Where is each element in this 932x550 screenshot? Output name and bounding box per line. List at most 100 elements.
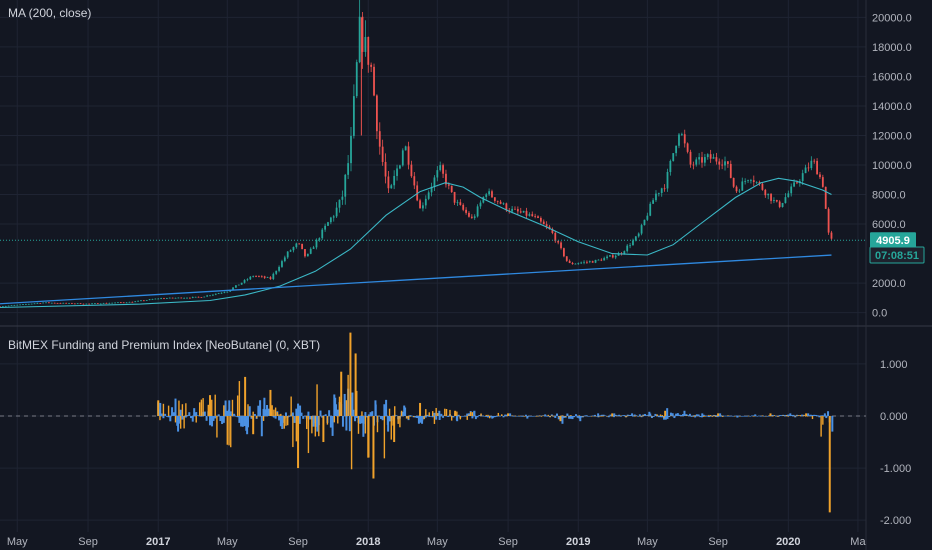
funding-bar xyxy=(579,415,582,422)
funding-bar xyxy=(721,415,724,417)
premium-bar xyxy=(640,415,643,417)
candle-body xyxy=(686,143,689,152)
premium-bar xyxy=(765,415,767,417)
funding-bar xyxy=(265,405,268,416)
indicator-pane-legend[interactable]: BitMEX Funding and Premium Index [NeoBut… xyxy=(8,338,321,352)
premium-bar xyxy=(727,415,729,416)
premium-bar xyxy=(601,415,603,417)
funding-bar xyxy=(566,413,569,416)
price-pane-legend[interactable]: MA (200, close) xyxy=(8,6,92,20)
funding-bar xyxy=(685,414,688,416)
funding-bar xyxy=(628,414,631,416)
funding-bar xyxy=(435,415,438,420)
candle-body xyxy=(203,296,206,298)
funding-bar xyxy=(666,415,669,419)
candle-body xyxy=(269,277,272,279)
funding-bar xyxy=(718,415,721,417)
candle-body xyxy=(764,189,767,196)
funding-bar xyxy=(719,413,722,416)
candle-body xyxy=(637,233,640,237)
candle-body xyxy=(79,303,82,305)
premium-bar xyxy=(174,415,177,423)
price-pane[interactable] xyxy=(0,0,866,309)
premium-bar xyxy=(747,415,750,417)
funding-bar xyxy=(807,413,810,416)
premium-bar xyxy=(734,415,736,417)
price-tick-label: 16000.0 xyxy=(872,71,912,83)
price-axis[interactable]: 20000.0 18000.0 16000.0 14000.0 12000.0 10000… xyxy=(872,12,912,319)
funding-bar xyxy=(419,415,422,423)
candle-body xyxy=(427,192,430,199)
indicator-pane[interactable] xyxy=(0,332,866,513)
indicator-axis[interactable]: 1.000 0.000 -1.000 -2.000 xyxy=(880,359,911,527)
premium-bar xyxy=(651,415,653,417)
premium-bar xyxy=(262,415,265,421)
funding-bar xyxy=(821,415,824,416)
candle-body xyxy=(560,242,562,249)
premium-bar xyxy=(250,415,253,418)
funding-bar xyxy=(374,400,377,416)
premium-bar xyxy=(273,409,275,416)
premium-bar xyxy=(223,405,225,416)
candle-body xyxy=(698,157,701,160)
candle-body xyxy=(750,180,752,182)
funding-bar xyxy=(663,415,666,420)
candle-body xyxy=(226,291,229,293)
candle-body xyxy=(373,66,375,96)
premium-bar xyxy=(694,415,696,416)
indicator-tick-label: 0.000 xyxy=(880,411,908,423)
funding-bar xyxy=(481,415,484,417)
funding-bar xyxy=(661,415,664,418)
premium-bar xyxy=(305,415,308,430)
funding-bar xyxy=(613,413,616,416)
funding-bar xyxy=(573,415,576,418)
funding-bar xyxy=(259,400,262,416)
funding-bar xyxy=(792,414,795,416)
funding-bar xyxy=(284,412,287,416)
funding-bar xyxy=(493,415,496,418)
candle-body xyxy=(666,172,669,189)
candle-body xyxy=(56,303,59,304)
funding-bar xyxy=(196,415,199,416)
funding-bar xyxy=(814,414,817,416)
funding-bar xyxy=(626,414,629,416)
time-axis[interactable]: May Sep 2017 May Sep 2018 May Sep 2019 May Sep 2020… xyxy=(7,536,867,548)
funding-bar xyxy=(789,413,792,416)
candle-body xyxy=(22,304,24,305)
funding-bar xyxy=(447,415,450,418)
funding-bar xyxy=(322,415,325,416)
funding-bar xyxy=(607,415,610,418)
candle-body xyxy=(145,300,148,301)
candle-body xyxy=(30,303,33,305)
premium-bar xyxy=(435,407,437,416)
candle-body xyxy=(312,247,315,249)
last-price-badge xyxy=(870,232,916,249)
candle-body xyxy=(240,282,243,285)
funding-bar xyxy=(676,413,679,416)
candle-body xyxy=(727,161,729,164)
candle-body xyxy=(770,193,772,201)
funding-bar xyxy=(612,415,615,418)
time-tick-label: 2017 xyxy=(146,536,170,548)
funding-bar xyxy=(600,414,603,416)
candle-body xyxy=(476,206,479,217)
funding-bar xyxy=(433,412,436,416)
funding-bar xyxy=(811,414,814,416)
premium-bar xyxy=(413,415,415,417)
funding-bar xyxy=(657,415,660,418)
candle-body xyxy=(393,175,396,186)
candle-body xyxy=(209,295,211,297)
funding-bar xyxy=(709,415,712,417)
funding-bar xyxy=(171,407,174,416)
candle-body xyxy=(235,285,237,288)
funding-bar xyxy=(561,415,564,424)
candle-body xyxy=(396,168,398,176)
premium-bar xyxy=(703,415,705,417)
funding-bar xyxy=(768,415,771,417)
funding-bar xyxy=(744,415,747,417)
funding-bar xyxy=(316,415,319,432)
funding-bar xyxy=(633,414,636,416)
premium-bar xyxy=(466,415,468,420)
candle-body xyxy=(48,302,50,304)
funding-bar xyxy=(211,415,214,427)
